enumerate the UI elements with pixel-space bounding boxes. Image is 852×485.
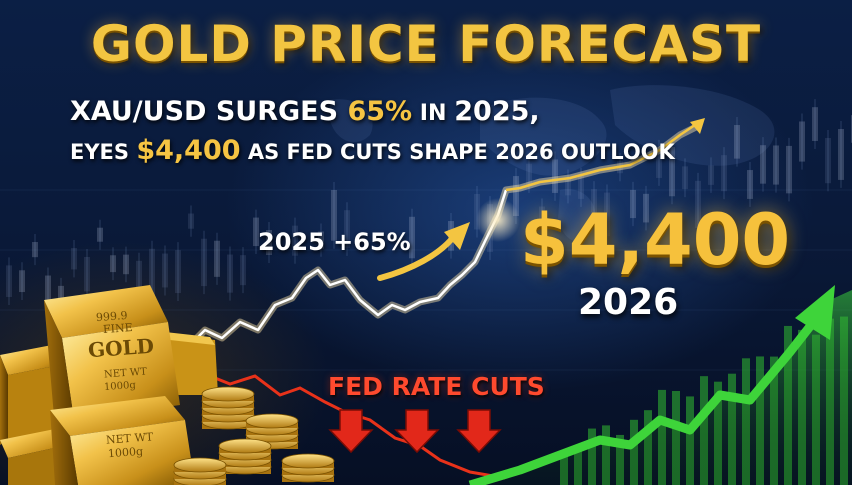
- coin-face: [218, 438, 272, 454]
- up-arrow-icon: [795, 285, 835, 340]
- candle-body: [214, 240, 220, 277]
- candle-body: [84, 256, 90, 292]
- candle-body: [526, 163, 532, 185]
- subheadline-1-part3: 2025,: [454, 96, 540, 127]
- gold-bar-metal: GOLD: [87, 333, 155, 363]
- candle-body: [591, 189, 597, 216]
- candle-body: [175, 250, 181, 294]
- candle-body: [747, 170, 753, 199]
- candle-body: [552, 159, 558, 193]
- candle-body: [110, 255, 116, 273]
- gold-bar-weight-1: 1000g: [103, 379, 137, 394]
- green-growth-line: [468, 317, 819, 485]
- price-line: [149, 189, 508, 367]
- candle-body: [32, 242, 38, 258]
- green-growth-area: [470, 290, 852, 485]
- candle-body: [799, 121, 805, 162]
- candle-body: [682, 166, 688, 190]
- candlestick-chart: [6, 99, 852, 333]
- candle-body: [240, 255, 246, 286]
- candle-body: [708, 165, 714, 185]
- candle-body: [539, 206, 545, 221]
- target-year: 2026: [578, 282, 679, 323]
- candle-body: [162, 253, 168, 288]
- coin-face: [281, 453, 335, 469]
- candle-body: [825, 138, 831, 184]
- candle-body: [656, 147, 662, 178]
- headline: GOLD PRICE FORECAST: [90, 15, 762, 73]
- gain-label: 2025 +65%: [258, 228, 411, 256]
- gold-bar-icon: [0, 285, 218, 485]
- candle-body: [578, 175, 584, 199]
- subheadline-2-part1: EYES: [70, 140, 137, 164]
- candle-body: [71, 248, 77, 270]
- candle-body: [630, 189, 636, 219]
- candle-body: [45, 275, 51, 304]
- subheadline-2: EYES $4,400 AS FED CUTS SHAPE 2026 OUTLO…: [70, 135, 675, 166]
- candle-body: [253, 217, 259, 247]
- candle-body: [513, 176, 519, 216]
- candle-body: [773, 145, 779, 185]
- candle-body: [266, 229, 272, 255]
- candle-body: [565, 177, 571, 196]
- coin-face: [245, 413, 299, 429]
- candle-body: [409, 216, 415, 259]
- candle-body: [812, 107, 818, 141]
- candle-body: [19, 270, 25, 293]
- price-arrow-head: [690, 118, 705, 134]
- candle-body: [474, 193, 480, 230]
- candle-body: [97, 227, 103, 242]
- coin-face: [201, 386, 255, 402]
- candle-body: [643, 193, 649, 223]
- candle-body: [123, 254, 129, 275]
- candle-body: [136, 260, 142, 300]
- gold-coin-stack-icon: [173, 386, 335, 485]
- candle-body: [227, 254, 233, 293]
- candle-body: [331, 189, 337, 241]
- subheadline-1-part2: IN: [412, 100, 455, 126]
- subheadline-1: XAU/USD SURGES 65% IN 2025,: [70, 96, 540, 127]
- target-price: $4,400: [520, 199, 791, 281]
- coin-face: [173, 457, 227, 473]
- subheadline-2-part2: AS FED CUTS SHAPE 2026 OUTLOOK: [240, 140, 675, 164]
- candle-body: [669, 147, 675, 197]
- price-glow-spot: [476, 198, 520, 242]
- candle-body: [201, 238, 207, 287]
- candle-body: [695, 180, 701, 229]
- candle-body: [188, 213, 194, 229]
- subheadline-2-highlight: $4,400: [136, 135, 241, 166]
- fed-rate-cuts-label: FED RATE CUTS: [328, 372, 545, 401]
- candle-body: [6, 265, 12, 297]
- price-line-upper: [505, 123, 696, 192]
- candle-body: [292, 225, 298, 256]
- curved-gold-arrow-icon: [377, 232, 458, 281]
- gold-bar-fine: FINE: [102, 320, 134, 337]
- candle-body: [734, 125, 740, 159]
- subheadline-1-part1: XAU/USD SURGES: [70, 96, 348, 127]
- candle-body: [318, 231, 324, 249]
- candle-body: [760, 145, 766, 184]
- subheadline-1-highlight: 65%: [347, 96, 413, 127]
- candle-body: [786, 145, 792, 194]
- down-arrow-icon: [328, 409, 502, 454]
- candle-body: [149, 248, 155, 301]
- candle-body: [721, 155, 727, 192]
- gold-bar-weight-2: 1000g: [107, 444, 144, 461]
- candle-body: [838, 129, 844, 180]
- candle-body: [344, 210, 350, 248]
- candle-body: [604, 192, 610, 237]
